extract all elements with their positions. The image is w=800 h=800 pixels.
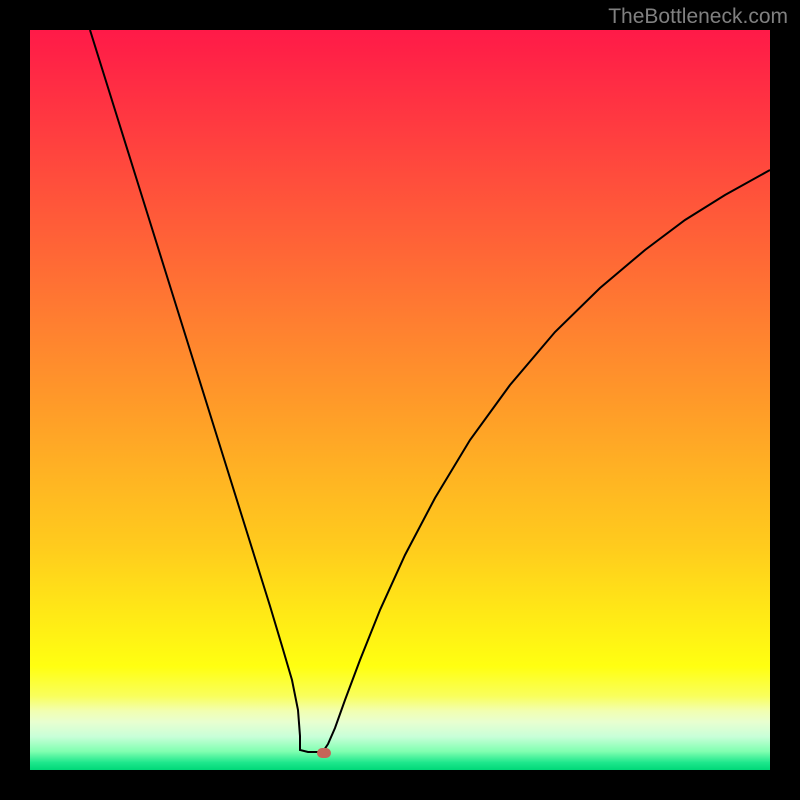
- chart-plot-area: [30, 30, 770, 770]
- optimal-point-marker: [317, 748, 331, 758]
- chart-container: TheBottleneck.com: [0, 0, 800, 800]
- attribution-label: TheBottleneck.com: [608, 5, 788, 29]
- bottleneck-curve: [30, 30, 770, 770]
